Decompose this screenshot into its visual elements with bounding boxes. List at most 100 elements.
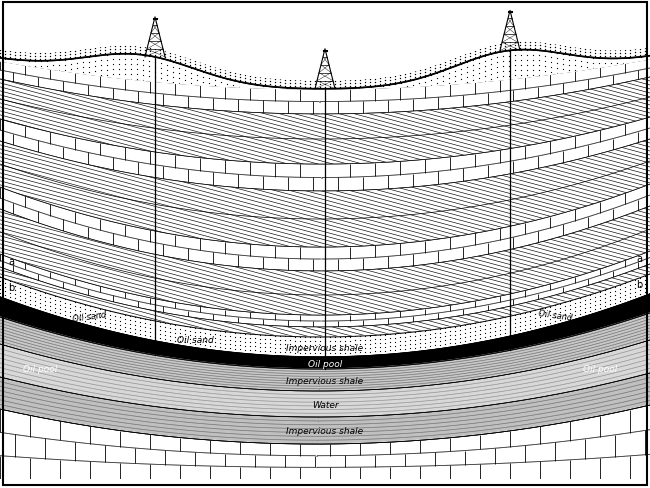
Point: [10, 55, 20, 62]
Point: [180, 323, 190, 330]
Point: [610, 299, 620, 307]
Point: [545, 41, 555, 48]
Point: [130, 313, 140, 321]
Point: [180, 339, 190, 346]
Point: [520, 41, 530, 49]
Point: [290, 77, 300, 85]
Point: [500, 322, 510, 329]
Point: [195, 341, 205, 348]
Point: [504, 47, 514, 55]
Point: [275, 79, 285, 87]
Point: [205, 326, 215, 334]
Point: [365, 348, 375, 356]
Point: [54, 62, 64, 70]
Point: [288, 85, 298, 93]
Point: [20, 290, 30, 298]
Point: [455, 330, 465, 338]
Point: [235, 342, 245, 349]
Point: [520, 44, 530, 52]
Point: [430, 326, 440, 334]
Point: [192, 77, 202, 84]
Point: [375, 335, 385, 343]
Point: [195, 65, 205, 73]
Point: [365, 340, 375, 348]
Point: [510, 67, 520, 75]
Point: [255, 81, 265, 88]
Point: [90, 316, 100, 324]
Point: [150, 49, 160, 57]
Point: [550, 318, 560, 325]
Point: [155, 47, 165, 55]
Point: [635, 52, 645, 60]
Point: [60, 49, 70, 57]
Point: [135, 326, 145, 334]
Point: [270, 79, 280, 87]
Point: [75, 316, 85, 324]
Point: [400, 341, 410, 349]
Point: [462, 79, 472, 86]
Point: [15, 55, 25, 63]
Point: [344, 341, 355, 349]
Point: [60, 295, 70, 303]
Point: [445, 328, 455, 336]
Point: [445, 63, 455, 71]
Point: [35, 50, 46, 58]
Point: [20, 286, 30, 294]
Point: [294, 85, 304, 93]
Point: [355, 341, 365, 348]
Point: [135, 318, 145, 326]
Point: [40, 56, 50, 63]
Point: [575, 45, 585, 53]
Point: [60, 55, 70, 62]
Point: [384, 81, 394, 89]
Point: [84, 314, 95, 322]
Point: [545, 43, 555, 51]
Point: [480, 48, 490, 56]
Point: [220, 332, 230, 340]
Point: [135, 43, 145, 51]
Point: [130, 46, 140, 54]
Point: [305, 83, 315, 91]
Point: [465, 321, 475, 328]
Point: [295, 333, 306, 341]
Point: [550, 44, 560, 52]
Point: [165, 332, 176, 340]
Point: [355, 77, 365, 84]
Point: [120, 56, 130, 63]
Point: [414, 81, 424, 88]
Point: [235, 346, 245, 353]
Point: [310, 81, 320, 88]
Point: [205, 63, 215, 71]
Point: [585, 295, 595, 303]
Point: [105, 324, 115, 331]
Point: [490, 332, 501, 340]
Point: [90, 53, 100, 61]
Point: [258, 82, 268, 90]
Point: [132, 71, 142, 79]
Point: [355, 80, 365, 87]
Point: [480, 58, 490, 65]
Point: [120, 49, 130, 57]
Point: [20, 52, 30, 60]
Point: [40, 50, 50, 58]
Point: [78, 64, 88, 72]
Point: [115, 326, 125, 334]
Point: [100, 314, 110, 322]
Point: [516, 66, 526, 74]
Point: [200, 342, 210, 349]
Point: [260, 81, 270, 89]
Point: [555, 48, 566, 56]
Point: [135, 314, 145, 322]
Point: [185, 59, 195, 67]
Point: [65, 309, 75, 317]
Point: [145, 328, 155, 336]
Point: [144, 73, 154, 81]
Point: [490, 316, 501, 324]
Point: [295, 345, 306, 353]
Point: [110, 325, 120, 332]
Point: [495, 327, 505, 335]
Point: [60, 311, 70, 319]
Text: Oil pool: Oil pool: [583, 364, 617, 373]
Point: [84, 49, 95, 57]
Point: [150, 46, 160, 54]
